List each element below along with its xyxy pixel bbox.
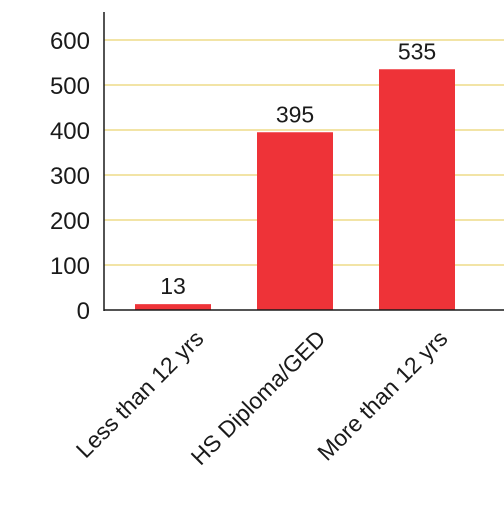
data-label: 395 [276, 101, 314, 127]
y-axis-ticks: 0 100 200 300 400 500 600 [50, 28, 90, 325]
x-category-label: Less than 12 yrs [71, 325, 209, 463]
y-tick-label: 0 [77, 298, 90, 325]
y-tick-label: 200 [50, 208, 90, 235]
y-tick-label: 600 [50, 28, 90, 55]
y-tick-label: 300 [50, 163, 90, 190]
y-tick-label: 500 [50, 73, 90, 100]
x-category-label: More than 12 yrs [312, 325, 452, 465]
x-category-label: HS Diploma/GED [186, 325, 331, 470]
data-labels: 13 395 535 [160, 38, 436, 299]
bar [257, 132, 333, 310]
y-tick-label: 100 [50, 253, 90, 280]
bar [379, 69, 455, 310]
bars [135, 69, 455, 310]
bar [135, 304, 211, 310]
data-label: 13 [160, 273, 186, 299]
y-tick-label: 400 [50, 118, 90, 145]
data-label: 535 [398, 38, 436, 64]
